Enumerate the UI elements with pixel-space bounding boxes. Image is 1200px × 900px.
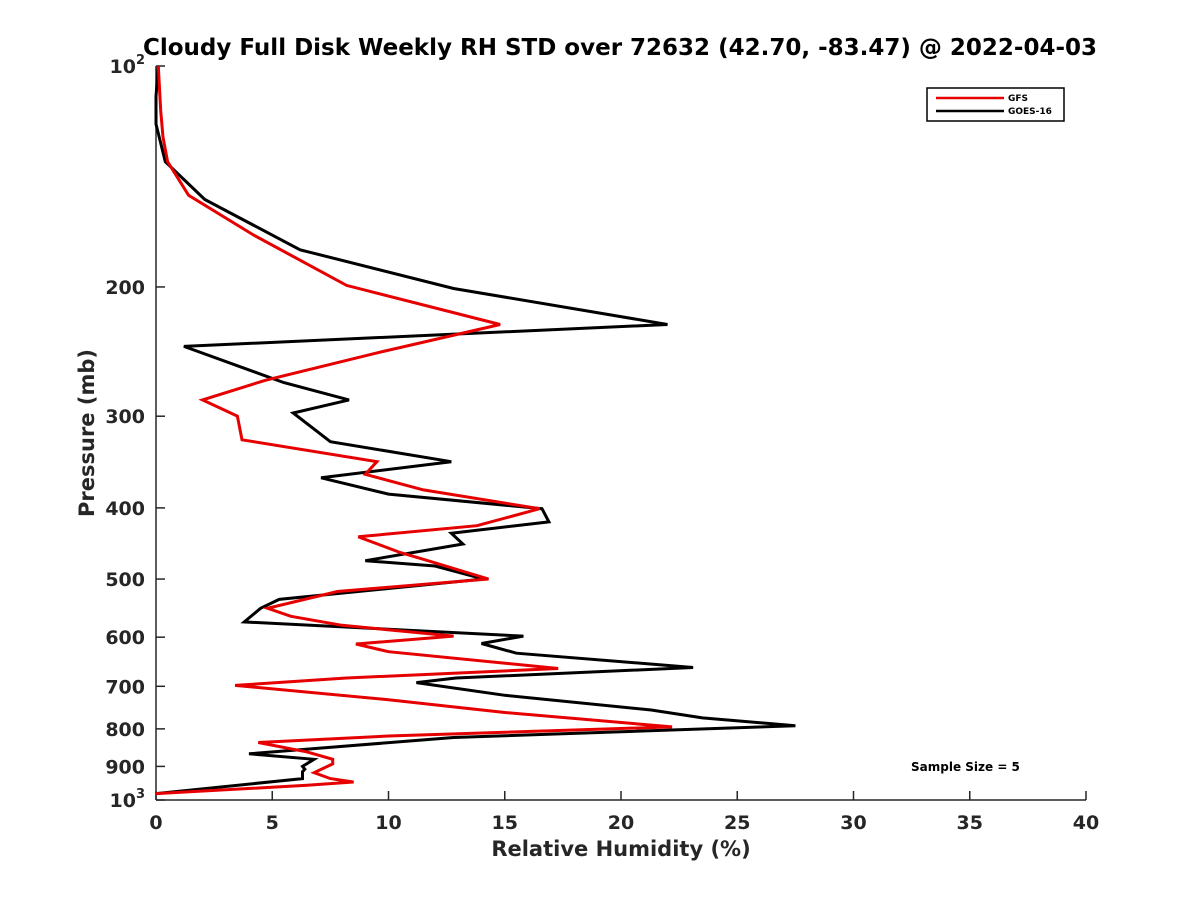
series-line-gfs [155, 65, 673, 796]
x-tick-label: 40 [1073, 812, 1099, 834]
x-tick-label: 15 [492, 812, 518, 834]
y-tick-label: 900 [105, 756, 145, 778]
y-tick-label: 400 [105, 498, 145, 520]
y-tick-label: 200 [105, 277, 145, 299]
legend: GFS GOES-16 [926, 87, 1065, 122]
y-axis-label: Pressure (mb) [75, 349, 99, 517]
plot-area: 0 5 10 15 20 25 30 35 40 102 200 300 400 500 600 700 80… [105, 53, 1099, 834]
x-tick-label: 20 [608, 812, 634, 834]
x-tick-label: 10 [375, 812, 401, 834]
y-tick-label: 500 [105, 569, 145, 591]
y-ticks: 102 200 300 400 500 600 700 800 900 103 [105, 53, 165, 812]
y-tick-label: 102 [110, 53, 146, 78]
series-lines [154, 65, 796, 796]
x-tick-label: 35 [957, 812, 983, 834]
y-tick-label: 103 [110, 787, 146, 812]
x-tick-label: 25 [724, 812, 750, 834]
x-tick-label: 0 [149, 812, 162, 834]
x-axis-label: Relative Humidity (%) [491, 837, 750, 861]
x-tick-label: 5 [266, 812, 279, 834]
legend-label-goes16: GOES-16 [1008, 107, 1052, 117]
y-tick-label: 600 [105, 627, 145, 649]
legend-box [926, 87, 1065, 122]
y-tick-label: 700 [105, 676, 145, 698]
y-tick-label: 800 [105, 719, 145, 741]
x-ticks: 0 5 10 15 20 25 30 35 40 [149, 791, 1099, 834]
chart-title: Cloudy Full Disk Weekly RH STD over 7263… [143, 35, 1097, 61]
y-tick-label: 300 [105, 406, 145, 428]
x-tick-label: 30 [840, 812, 866, 834]
legend-label-gfs: GFS [1008, 94, 1028, 104]
sample-size-annotation: Sample Size = 5 [911, 760, 1020, 774]
